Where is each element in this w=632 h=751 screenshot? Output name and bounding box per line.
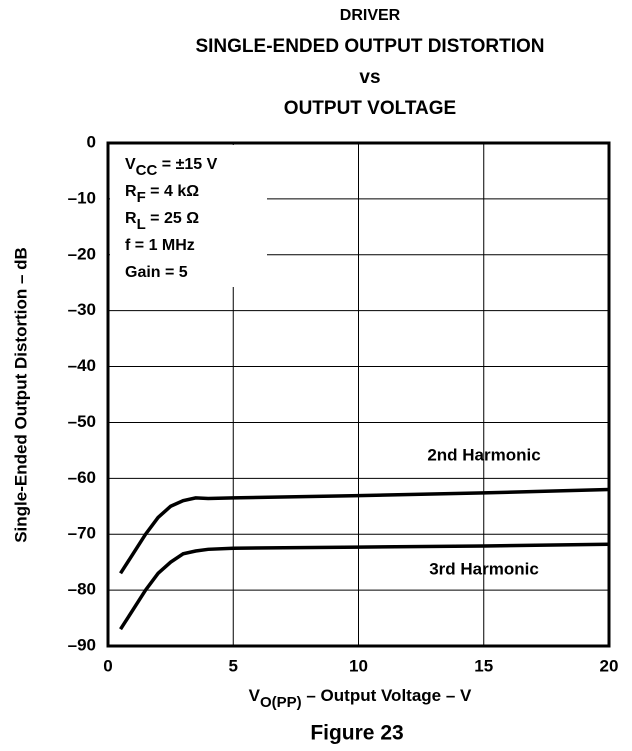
chart-title: vs bbox=[359, 67, 380, 88]
series-label: 2nd Harmonic bbox=[427, 445, 540, 464]
x-tick-label: 15 bbox=[474, 656, 493, 675]
x-axis-label-sub: O(PP) bbox=[260, 694, 302, 711]
y-tick-label: –60 bbox=[68, 468, 96, 487]
line-series bbox=[119, 487, 610, 575]
y-tick-label: 0 bbox=[87, 132, 96, 151]
annotation-text: R bbox=[125, 210, 137, 227]
x-axis-label: VO(PP) – Output Voltage – V bbox=[249, 686, 472, 710]
line-series bbox=[119, 542, 610, 631]
x-axis-label-main: V bbox=[249, 686, 261, 705]
annotation: RF = 4 kΩ bbox=[125, 183, 199, 206]
y-tick-label: –70 bbox=[68, 524, 96, 543]
annotation-text: V bbox=[125, 156, 136, 173]
x-tick-label: 10 bbox=[349, 656, 368, 675]
annotation-sub: F bbox=[137, 189, 146, 206]
y-tick-label: –20 bbox=[68, 244, 96, 263]
chart-title: DRIVER bbox=[340, 7, 401, 24]
y-axis-label: Single-Ended Output Distortion – dB bbox=[11, 247, 30, 543]
annotation: f = 1 MHz bbox=[125, 237, 195, 254]
chart-title: OUTPUT VOLTAGE bbox=[284, 98, 456, 119]
annotation-text: R bbox=[125, 183, 137, 200]
chart-title: SINGLE-ENDED OUTPUT DISTORTION bbox=[195, 36, 544, 57]
annotation: RL = 25 Ω bbox=[125, 210, 199, 233]
annotation-box bbox=[110, 145, 267, 287]
y-tick-label: –90 bbox=[68, 635, 96, 654]
annotation: VCC = ±15 V bbox=[125, 156, 218, 179]
x-tick-label: 20 bbox=[600, 656, 619, 675]
y-tick-label: –10 bbox=[68, 188, 96, 207]
annotation-text: Gain = 5 bbox=[125, 264, 188, 281]
x-axis-label-rest: – Output Voltage – V bbox=[302, 686, 472, 705]
annotation-text: f = 1 MHz bbox=[125, 237, 195, 254]
series-label: 3rd Harmonic bbox=[429, 559, 539, 578]
plot-frame bbox=[106, 141, 611, 648]
annotation-sub: L bbox=[137, 216, 146, 233]
y-tick-label: –50 bbox=[68, 412, 96, 431]
y-tick-label: –80 bbox=[68, 580, 96, 599]
x-tick-label: 5 bbox=[229, 656, 238, 675]
annotation-rest: = 4 kΩ bbox=[146, 183, 199, 200]
caption: Figure 23 bbox=[310, 722, 403, 745]
annotation: Gain = 5 bbox=[125, 264, 188, 281]
y-tick-label: –30 bbox=[68, 300, 96, 319]
annotation-rest: = 25 Ω bbox=[146, 210, 199, 227]
x-tick-label: 0 bbox=[103, 656, 112, 675]
y-tick-label: –40 bbox=[68, 356, 96, 375]
annotation-rest: = ±15 V bbox=[157, 156, 217, 173]
annotation-sub: CC bbox=[136, 162, 158, 179]
